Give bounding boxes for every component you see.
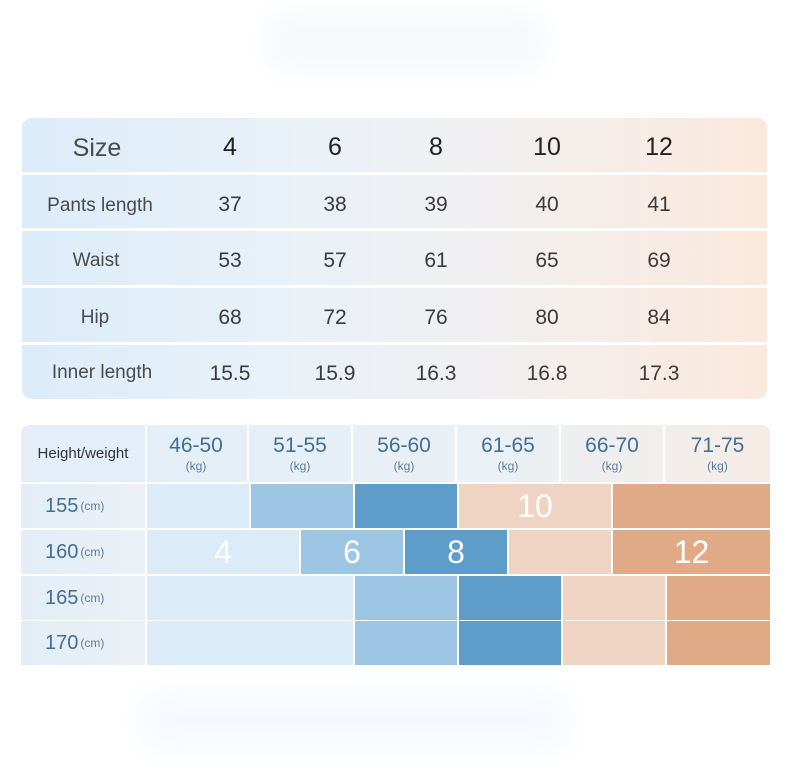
size-10-band [563,621,667,665]
size-col-6: 6 [328,133,342,161]
weight-range: 46-50 [169,434,223,457]
table-cell: 16.3 [415,362,457,385]
size-12-band: 12 [613,530,770,574]
table-cell: 39 [424,193,448,216]
size-measurement-table: Size 4 6 8 10 12 Pants length 37 38 39 4… [22,118,767,399]
row-divider [22,172,767,175]
size-col-4: 4 [223,133,237,161]
weight-col-header: 51-55 (kg) [249,425,353,482]
size-col-12: 12 [645,133,673,161]
size-8-band [459,621,563,665]
weight-unit: (kg) [289,459,311,473]
table-cell: 17.3 [638,362,680,385]
height-value: 165 [45,586,79,609]
height-weight-corner-label: Height/weight [21,425,147,482]
weight-unit: (kg) [393,459,415,473]
inner-length-label: Inner length [51,362,153,383]
size-6-band [251,484,355,528]
size-header-row: Size 4 6 8 10 12 [22,118,767,175]
table-cell: 76 [424,306,448,329]
hip-label: Hip [80,307,110,328]
size-4-label: 4 [214,533,232,570]
hip-row: Hip 68 72 76 80 84 [22,288,767,345]
waist-label: Waist [72,250,120,271]
table-cell: 72 [323,306,347,329]
size-12-band [613,484,770,528]
pants-length-row: Pants length 37 38 39 40 41 [22,175,767,231]
table-cell: 41 [647,193,671,216]
height-value: 170 [45,631,79,654]
size-12-label: 12 [673,533,710,570]
height-unit: (cm) [80,636,105,650]
weight-col-header: 71-75 (kg) [665,425,770,482]
weight-range: 61-65 [481,434,535,457]
table-cell: 65 [535,249,559,272]
height-weight-size-chart: Height/weight 46-50 (kg) 51-55 (kg) 56-6… [21,425,770,665]
size-6-band [355,576,459,620]
height-value: 155 [45,494,79,517]
weight-range: 51-55 [273,434,327,457]
table-cell: 40 [535,193,559,216]
table-cell: 16.8 [526,362,568,385]
row-divider [22,285,767,288]
height-row-label: 155 (cm) [21,484,145,528]
weight-unit: (kg) [601,459,623,473]
height-value: 160 [45,540,79,563]
row-divider [22,228,767,231]
table-cell: 38 [323,193,347,216]
blurred-top-banner [265,12,545,72]
size-10-band: 10 [459,484,613,528]
size-10-band [563,576,667,620]
height-unit: (cm) [80,499,105,513]
size-8-label: 8 [447,533,465,570]
size-6-label: 6 [343,533,361,570]
size-8-band: 8 [405,530,509,574]
height-unit: (cm) [80,591,105,605]
table-cell: 69 [647,249,671,272]
table-cell: 15.5 [209,362,251,385]
size-4-band [147,621,355,665]
size-4-band [147,576,355,620]
size-4-band [147,484,251,528]
size-4-band: 4 [147,530,301,574]
size-10-band [509,530,613,574]
row-divider [22,342,767,345]
table-cell: 53 [218,249,242,272]
pants-length-label: Pants length [47,195,153,216]
inner-length-row: Inner length 15.5 15.9 16.3 16.8 17.3 [22,345,767,399]
weight-col-header: 66-70 (kg) [561,425,665,482]
table-cell: 84 [647,306,671,329]
weight-unit: (kg) [185,459,207,473]
table-cell: 61 [424,249,448,272]
size-8-band [459,576,563,620]
table-cell: 37 [218,193,242,216]
size-6-band [355,621,459,665]
size-col-10: 10 [533,133,561,161]
size-12-band [667,576,770,620]
size-10-label: 10 [517,487,553,524]
blurred-bottom-banner [140,690,570,750]
height-row-label: 165 (cm) [21,576,145,620]
weight-range: 66-70 [585,434,639,457]
size-header-label: Size [72,134,122,162]
size-8-band [355,484,459,528]
table-cell: 57 [323,249,347,272]
size-col-8: 8 [429,133,443,161]
weight-col-header: 46-50 (kg) [145,425,249,482]
weight-unit: (kg) [497,459,519,473]
height-row-label: 160 (cm) [21,530,145,574]
size-6-band: 6 [301,530,405,574]
weight-unit: (kg) [707,459,728,473]
waist-row: Waist 53 57 61 65 69 [22,231,767,288]
table-cell: 80 [535,306,559,329]
table-cell: 68 [218,306,242,329]
table-cell: 15.9 [314,362,356,385]
height-unit: (cm) [80,545,105,559]
weight-col-header: 61-65 (kg) [457,425,561,482]
height-row-label: 170 (cm) [21,621,145,665]
weight-col-header: 56-60 (kg) [353,425,457,482]
weight-range: 56-60 [377,434,431,457]
weight-range: 71-75 [690,434,745,457]
size-12-band [667,621,770,665]
